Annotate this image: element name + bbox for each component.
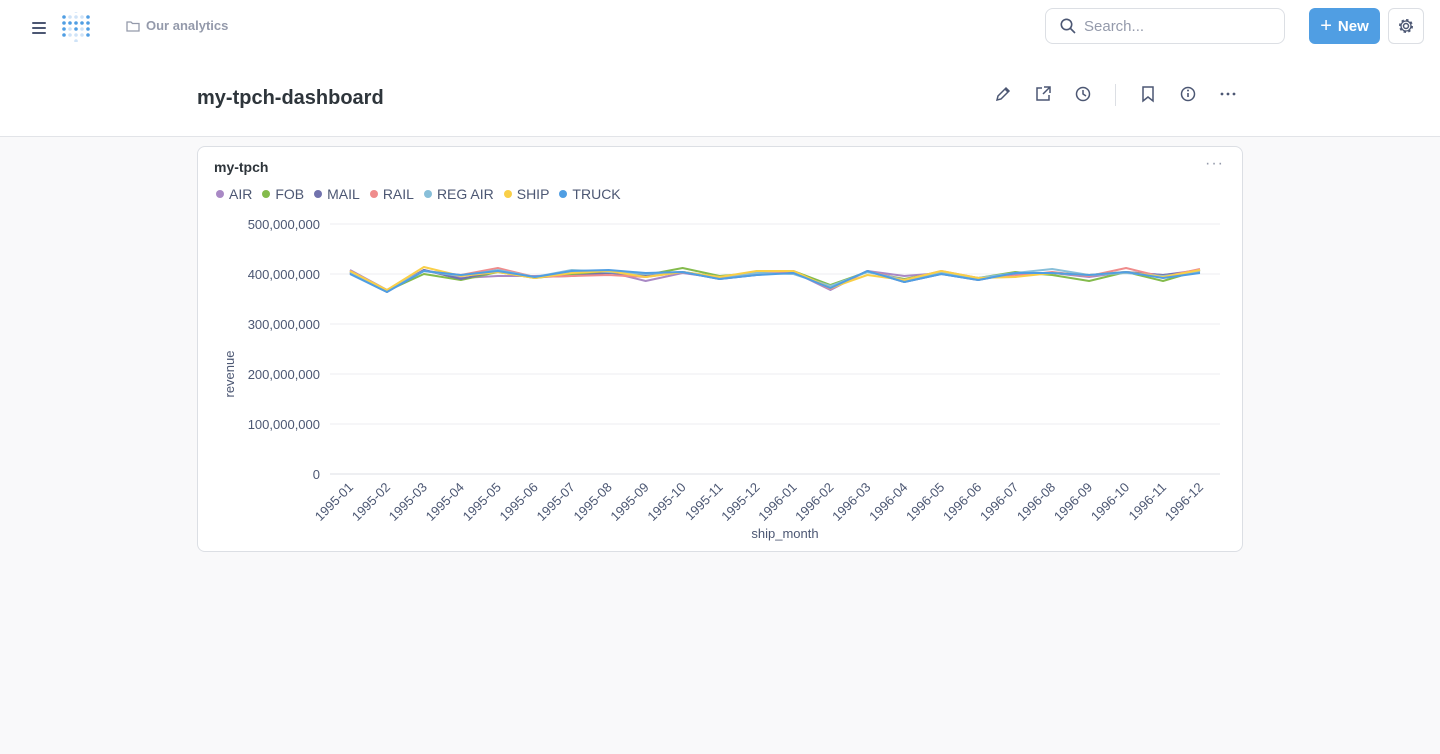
y-axis-label: revenue <box>222 351 237 398</box>
y-tick-label: 500,000,000 <box>248 217 320 232</box>
legend-item[interactable]: TRUCK <box>559 186 621 202</box>
legend-dot <box>503 190 512 198</box>
x-tick-label: 1995-11 <box>682 480 726 524</box>
more-options-icon[interactable] <box>1219 84 1237 104</box>
x-tick-label: 1996-06 <box>940 480 984 524</box>
x-tick-label: 1995-10 <box>644 480 688 524</box>
legend-label: AIR <box>229 186 253 202</box>
y-tick-label: 400,000,000 <box>248 267 320 282</box>
y-tick-label: 0 <box>313 467 320 482</box>
breadcrumb-collection[interactable]: Our analytics <box>126 18 228 33</box>
breadcrumb-label: Our analytics <box>146 18 229 33</box>
info-icon[interactable] <box>1179 84 1197 104</box>
x-tick-label: 1996-11 <box>1126 480 1170 524</box>
plus-icon: + <box>1320 14 1332 37</box>
x-tick-label: 1996-10 <box>1088 480 1132 524</box>
new-button[interactable]: + New <box>1309 8 1380 44</box>
x-tick-label: 1995-07 <box>534 480 578 524</box>
x-tick-label: 1995-04 <box>423 480 467 524</box>
x-tick-label: 1995-09 <box>607 480 651 524</box>
x-tick-label: 1995-02 <box>349 480 393 524</box>
folder-icon <box>126 20 140 32</box>
x-tick-label: 1996-12 <box>1162 480 1206 524</box>
top-header: Our analytics + New my-tpch-dashboard <box>0 0 1440 137</box>
x-tick-label: 1996-07 <box>977 480 1021 524</box>
toolbar-divider <box>1115 84 1116 106</box>
x-tick-label: 1995-12 <box>718 480 762 524</box>
legend-item[interactable]: SHIP <box>503 186 550 202</box>
x-tick-label: 1996-09 <box>1051 480 1095 524</box>
legend-label: REG AIR <box>436 186 494 202</box>
series-line-ship[interactable] <box>349 266 1201 291</box>
x-tick-label: 1996-08 <box>1014 480 1058 524</box>
legend-item[interactable]: FOB <box>262 186 304 202</box>
series-line-rail[interactable] <box>349 267 1201 291</box>
legend-label: TRUCK <box>572 186 621 202</box>
share-icon[interactable] <box>1034 84 1052 104</box>
legend-label: RAIL <box>382 186 414 202</box>
x-tick-label: 1995-05 <box>460 480 504 524</box>
series-line-truck[interactable] <box>349 269 1201 293</box>
x-tick-label: 1995-06 <box>497 480 541 524</box>
metabase-logo-icon[interactable] <box>62 12 90 42</box>
legend-dot <box>559 190 568 198</box>
series-line-fob[interactable] <box>349 267 1201 292</box>
dashboard-card: my-tpch ··· AIR FOB MAIL RAIL REG AIR SHIP TRU… <box>197 146 1243 552</box>
series-line-air[interactable] <box>349 269 1201 291</box>
x-tick-label: 1995-03 <box>386 480 430 524</box>
y-tick-label: 200,000,000 <box>248 367 320 382</box>
x-tick-label: 1995-01 <box>312 480 356 524</box>
card-title[interactable]: my-tpch <box>214 159 269 175</box>
legend-label: FOB <box>275 186 305 202</box>
x-tick-label: 1996-03 <box>829 480 873 524</box>
x-tick-label: 1995-08 <box>570 480 614 524</box>
new-label: New <box>1337 17 1369 35</box>
legend-item[interactable]: REG AIR <box>423 186 494 202</box>
pencil-edit-icon[interactable] <box>994 84 1012 104</box>
legend-dot <box>262 190 271 198</box>
dashboard-title[interactable]: my-tpch-dashboard <box>197 87 384 109</box>
x-tick-label: 1996-05 <box>903 480 947 524</box>
line-chart: 0 100,000,000 200,000,000 300,000,000 400,00… <box>222 217 1220 541</box>
x-tick-label: 1996-01 <box>755 480 799 524</box>
y-tick-label: 300,000,000 <box>248 317 320 332</box>
bookmark-icon[interactable] <box>1139 84 1157 104</box>
settings-button[interactable] <box>1388 8 1424 44</box>
series-line-reg-air[interactable] <box>349 268 1201 291</box>
clock-history-icon[interactable] <box>1074 84 1092 104</box>
search-box[interactable] <box>1045 8 1285 44</box>
series-line-mail[interactable] <box>349 269 1201 293</box>
legend-dot <box>423 190 432 198</box>
legend-item[interactable]: MAIL <box>314 186 360 202</box>
card-more-icon[interactable]: ··· <box>1205 155 1224 172</box>
legend-dot <box>369 190 378 198</box>
x-axis-label: ship_month <box>751 526 818 541</box>
hamburger-menu-icon[interactable] <box>32 19 46 37</box>
legend-item[interactable]: RAIL <box>369 186 414 202</box>
x-tick-label: 1996-04 <box>866 480 910 524</box>
legend-label: SHIP <box>516 186 550 202</box>
legend-label: MAIL <box>327 186 360 202</box>
legend-dot <box>314 190 323 198</box>
search-icon <box>1060 18 1076 34</box>
chart-legend: AIR FOB MAIL RAIL REG AIR SHIP TRUCK <box>216 186 621 202</box>
search-input[interactable] <box>1084 17 1264 35</box>
gear-icon <box>1399 19 1413 33</box>
x-tick-label: 1996-02 <box>792 480 836 524</box>
legend-dot <box>216 190 224 198</box>
legend-item[interactable]: AIR <box>216 186 252 202</box>
y-tick-label: 100,000,000 <box>248 417 320 432</box>
